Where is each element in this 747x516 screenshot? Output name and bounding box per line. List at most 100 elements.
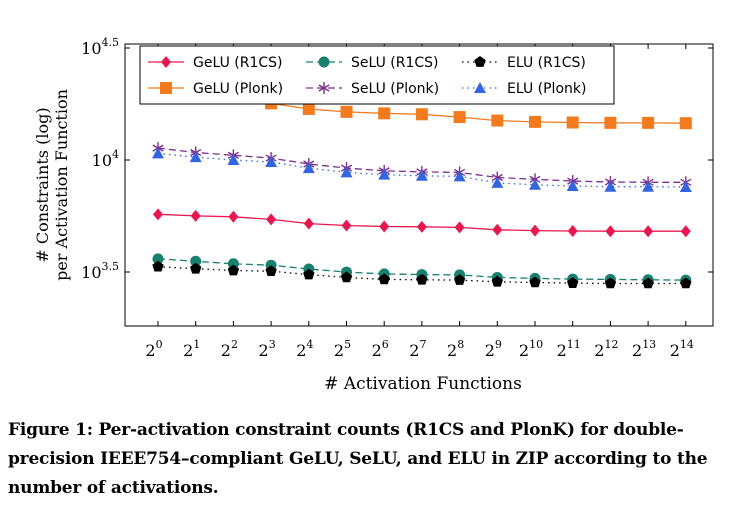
legend-marker	[474, 82, 486, 93]
x-tick-label: 27	[409, 338, 426, 360]
x-axis-label: # Activation Functions	[324, 374, 522, 394]
data-point	[341, 219, 352, 232]
data-point	[378, 273, 390, 285]
data-point	[266, 213, 277, 226]
data-point	[152, 260, 164, 272]
data-point	[453, 111, 466, 124]
data-point	[492, 223, 503, 236]
data-point	[227, 154, 240, 165]
data-point	[265, 265, 277, 276]
data-point	[643, 225, 654, 238]
data-point	[227, 264, 240, 276]
data-point	[642, 180, 655, 192]
data-point	[153, 208, 163, 221]
data-point	[415, 108, 428, 121]
data-point	[415, 169, 428, 181]
legend-item: SeLU (R1CS)	[306, 55, 439, 71]
data-point	[529, 276, 541, 288]
x-tick-label: 29	[485, 338, 502, 360]
x-tick-label: 214	[670, 338, 694, 360]
legend-marker	[161, 56, 171, 68]
chart: 103.5 104 104.5 20 21 22 23 24 25 26 27 28 29 210 211 2…	[33, 36, 714, 394]
data-point	[378, 168, 391, 180]
data-point	[378, 107, 391, 120]
legend-item: GeLU (R1CS)	[148, 55, 282, 71]
series-gelu-r1cs	[153, 208, 691, 238]
data-point	[566, 116, 579, 129]
data-point	[379, 220, 390, 233]
data-point	[453, 170, 466, 182]
data-point	[679, 180, 692, 192]
data-point	[529, 115, 541, 128]
data-point	[152, 253, 164, 265]
x-tick-label: 210	[519, 338, 543, 360]
legend-label: ELU (Plonk)	[507, 81, 586, 97]
legend-marker	[318, 82, 330, 94]
x-tick-label: 24	[296, 338, 313, 360]
plot-area	[152, 87, 692, 289]
legend-item: ELU (R1CS)	[462, 55, 586, 71]
data-point	[605, 225, 616, 238]
data-point	[302, 162, 315, 174]
data-point	[302, 102, 315, 115]
y-axis-label-line-2: per Activation Function	[52, 89, 71, 281]
y-tick-label: 104	[92, 148, 119, 170]
data-point	[190, 262, 202, 274]
data-point	[228, 210, 239, 223]
axes: 103.5 104 104.5 20 21 22 23 24 25 26 27 28 29 210 211 2…	[81, 36, 713, 360]
data-point	[567, 224, 578, 237]
y-tick-label: 103.5	[81, 260, 119, 282]
legend-item: ELU (Plonk)	[462, 81, 586, 97]
x-tick-label: 23	[259, 338, 276, 360]
legend-label: GeLU (R1CS)	[193, 55, 282, 71]
data-point	[453, 274, 466, 285]
y-axis-label: # Constraints (log) per Activation Funct…	[33, 89, 71, 281]
plot-frame	[124, 43, 714, 327]
x-tick-label: 211	[557, 338, 581, 360]
figure-caption: Figure 1: Per-activation constraint coun…	[8, 420, 708, 498]
x-tick-label: 26	[372, 338, 389, 360]
data-point	[491, 176, 504, 188]
x-tick-label: 20	[145, 338, 162, 360]
x-tick-label: 213	[632, 338, 656, 360]
x-tick-label: 28	[447, 338, 464, 360]
data-point	[680, 225, 691, 238]
data-point	[642, 116, 655, 129]
data-point	[303, 268, 315, 280]
data-point	[491, 114, 504, 127]
x-tick-label: 21	[183, 338, 200, 360]
data-point	[152, 147, 164, 159]
legend-item: SeLU (Plonk)	[306, 81, 439, 97]
data-point	[567, 277, 579, 288]
data-point	[340, 166, 353, 178]
data-point	[190, 209, 201, 222]
data-point	[454, 221, 465, 234]
data-point	[303, 217, 314, 230]
data-point	[566, 180, 579, 192]
series-elu-plonk	[152, 147, 692, 192]
legend-box	[139, 45, 615, 105]
data-point	[265, 155, 278, 167]
x-tick-label: 25	[334, 338, 351, 360]
data-point	[604, 180, 617, 192]
data-point	[530, 224, 540, 237]
legend-marker	[474, 56, 486, 67]
legend-marker	[160, 82, 172, 94]
y-axis-label-line-1: # Constraints (log)	[33, 107, 52, 262]
data-point	[529, 178, 541, 190]
data-point	[679, 117, 692, 130]
legend-label: GeLU (Plonk)	[193, 81, 283, 97]
data-point	[340, 271, 353, 283]
legend-item: GeLU (Plonk)	[148, 81, 283, 97]
x-tick-label: 22	[221, 338, 238, 360]
data-point	[680, 277, 692, 289]
data-point	[189, 151, 202, 163]
data-point	[416, 220, 427, 233]
legend-label: SeLU (Plonk)	[351, 81, 439, 97]
legend-label: ELU (R1CS)	[507, 55, 586, 71]
data-point	[340, 105, 353, 118]
legend-marker	[318, 56, 330, 68]
legend-label: SeLU (R1CS)	[351, 55, 439, 71]
legend: GeLU (R1CS) SeLU (R1CS) ELU (R1CS) GeLU (Pl…	[139, 45, 615, 105]
data-point	[416, 273, 428, 285]
